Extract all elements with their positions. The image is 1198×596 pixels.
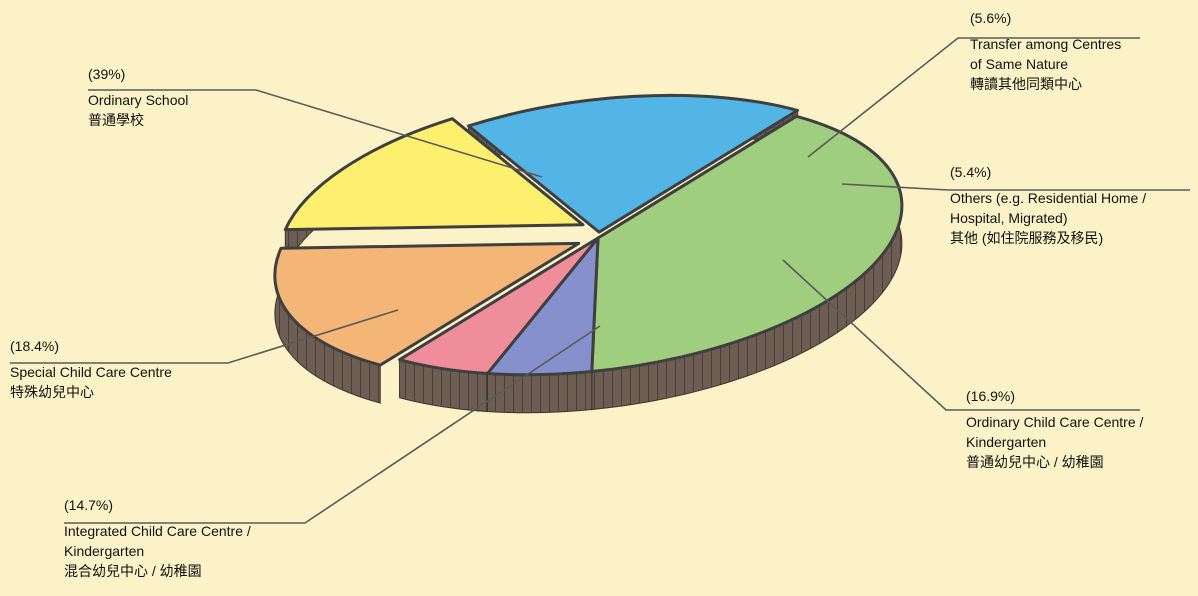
leader-line-others-eg-residential xyxy=(841,183,1190,191)
slice-integrated-child-care xyxy=(283,117,585,232)
slice-label-zh: 普通幼兒中心 / 幼稚園 xyxy=(966,454,1104,470)
slice-label-en: Others (e.g. Residential Home / Hospital… xyxy=(950,190,1147,226)
leader-line-transfer-among-centres xyxy=(807,37,1140,158)
slice-label-integrated-ccc: (14.7%) Integrated Child Care Centre / K… xyxy=(64,495,251,581)
slice-label-zh: 普通學校 xyxy=(88,112,144,128)
leader-line-ordinary-school xyxy=(88,89,543,178)
slice-pct: (14.7%) xyxy=(64,497,114,513)
leader-line-ordinary-child-care xyxy=(782,259,1140,411)
slice-label-ordinary-ccc: (16.9%) Ordinary Child Care Centre / Kin… xyxy=(966,386,1143,472)
slice-label-zh: 混合幼兒中心 / 幼稚園 xyxy=(64,563,202,579)
slice-pct: (5.6%) xyxy=(970,10,1012,26)
slice-pct: (18.4%) xyxy=(10,338,60,354)
slice-ordinary-school xyxy=(590,114,904,374)
slice-label-transfer: (5.6%) Transfer among Centres of Same Na… xyxy=(970,8,1121,94)
slice-pct: (16.9%) xyxy=(966,388,1016,404)
leader-line-special-child-care xyxy=(10,309,399,364)
slice-label-en: Special Child Care Centre xyxy=(10,364,172,380)
slice-side-transfer-among-centres xyxy=(486,370,593,414)
slice-label-zh: 其他 (如住院服務及移民) xyxy=(950,230,1104,246)
slice-pct: (39%) xyxy=(88,66,126,82)
leader-line-integrated-child-care xyxy=(64,325,601,524)
slice-label-en: Integrated Child Care Centre / Kindergar… xyxy=(64,523,251,559)
slice-label-zh: 特殊幼兒中心 xyxy=(10,384,94,400)
slice-label-en: Ordinary Child Care Centre / Kindergarte… xyxy=(966,414,1144,450)
slice-label-en: Ordinary School xyxy=(88,92,189,108)
slice-label-others: (5.4%) Others (e.g. Residential Home / H… xyxy=(950,162,1146,248)
slice-ordinary-child-care xyxy=(273,241,581,367)
slice-label-ordinary-school: (39%) Ordinary School 普通學校 xyxy=(88,64,188,130)
slice-others-eg-residential xyxy=(398,236,600,376)
slice-label-en: Transfer among Centres of Same Nature xyxy=(970,36,1122,72)
slice-label-special-ccc: (18.4%) Special Child Care Centre 特殊幼兒中心 xyxy=(10,336,172,402)
slice-pct: (5.4%) xyxy=(950,164,992,180)
slice-label-zh: 轉讀其他同類中心 xyxy=(970,76,1082,92)
slice-special-child-care xyxy=(466,93,800,234)
